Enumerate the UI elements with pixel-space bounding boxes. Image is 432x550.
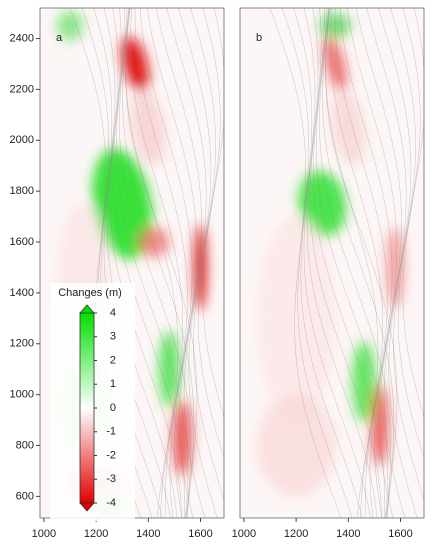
- panel-frame: [239, 7, 425, 519]
- colorbar-tick-label: 4: [110, 307, 116, 319]
- contour: [303, 8, 371, 518]
- change-blob: [121, 36, 149, 92]
- contour: [116, 8, 188, 518]
- y-tick-label: 600: [16, 490, 34, 502]
- contour: [269, 8, 341, 518]
- panel-label: b: [256, 32, 262, 44]
- colorbar-tick-label: 1: [110, 378, 116, 390]
- x-tick-label: 1000: [232, 528, 256, 540]
- y-tick-label: 2000: [10, 134, 34, 146]
- contour: [119, 8, 191, 518]
- y-tick-label: 1200: [10, 338, 34, 350]
- contour: [282, 8, 353, 518]
- panel-label: a: [56, 32, 63, 44]
- colorbar-top: [79, 304, 95, 314]
- contour: [312, 8, 385, 518]
- contour: [125, 8, 198, 518]
- change-blob: [331, 89, 366, 166]
- contour: [316, 8, 388, 518]
- colorbar-tick-label: -3: [106, 473, 116, 485]
- colorbar-tick-label: -1: [106, 426, 116, 438]
- contour: [347, 8, 398, 518]
- contour: [202, 8, 224, 418]
- change-blob: [56, 10, 84, 42]
- contour: [319, 8, 391, 518]
- y-tick-label: 1600: [10, 236, 34, 248]
- contour: [398, 8, 424, 460]
- change-blob: [386, 226, 405, 309]
- change-blob: [173, 399, 192, 477]
- x-tick-label: 1200: [84, 528, 108, 540]
- change-blob: [352, 341, 376, 423]
- colorbar-tick-label: 0: [110, 402, 116, 414]
- contour: [378, 8, 418, 518]
- contour: [340, 8, 393, 518]
- colorbar-tick-label: 3: [110, 331, 116, 343]
- change-blob: [158, 331, 180, 408]
- x-tick-label: 1600: [388, 528, 412, 540]
- colorbar-tick-label: 2: [110, 354, 116, 366]
- contour: [125, 8, 179, 518]
- contour: [325, 8, 379, 518]
- y-tick-label: 1000: [10, 389, 34, 401]
- colorbar-bottom: [79, 502, 95, 512]
- contour: [178, 8, 218, 518]
- x-tick-label: 1000: [32, 528, 56, 540]
- map-field: [240, 8, 424, 518]
- contour: [122, 8, 195, 518]
- y-tick-label: 800: [16, 439, 34, 451]
- colorbar-tick-label: -4: [106, 497, 116, 509]
- x-tick-label: 1400: [136, 528, 160, 540]
- change-blob: [256, 216, 336, 421]
- contour: [330, 8, 383, 518]
- contour: [106, 8, 178, 518]
- contour: [334, 8, 388, 518]
- x-tick-label: 1200: [284, 528, 308, 540]
- change-blob: [256, 394, 336, 497]
- x-tick-label: 1400: [336, 528, 360, 540]
- contour: [356, 8, 402, 518]
- colorbar: [79, 312, 95, 504]
- contour: [293, 8, 363, 518]
- y-tick-label: 2400: [10, 32, 34, 44]
- contour: [306, 8, 378, 518]
- colorbar-tick-label: -2: [106, 449, 116, 461]
- contour: [156, 8, 202, 518]
- contour: [109, 8, 182, 518]
- colorbar-title: Changes (m): [58, 287, 122, 299]
- x-tick-label: 1600: [188, 528, 212, 540]
- contour: [166, 8, 207, 518]
- contour: [325, 8, 398, 518]
- contour: [390, 8, 424, 501]
- contour: [134, 8, 188, 518]
- contour: [366, 8, 407, 518]
- contour: [147, 8, 198, 518]
- contour: [198, 8, 224, 460]
- y-tick-label: 1800: [10, 185, 34, 197]
- contour: [322, 8, 395, 518]
- contour: [140, 8, 193, 518]
- contour: [190, 8, 224, 501]
- contour: [112, 8, 185, 518]
- contour: [103, 8, 171, 518]
- y-tick-label: 1400: [10, 287, 34, 299]
- contour: [309, 8, 382, 518]
- change-blob: [131, 89, 166, 166]
- y-tick-label: 2200: [10, 83, 34, 95]
- contour: [130, 8, 183, 518]
- contour: [402, 8, 424, 418]
